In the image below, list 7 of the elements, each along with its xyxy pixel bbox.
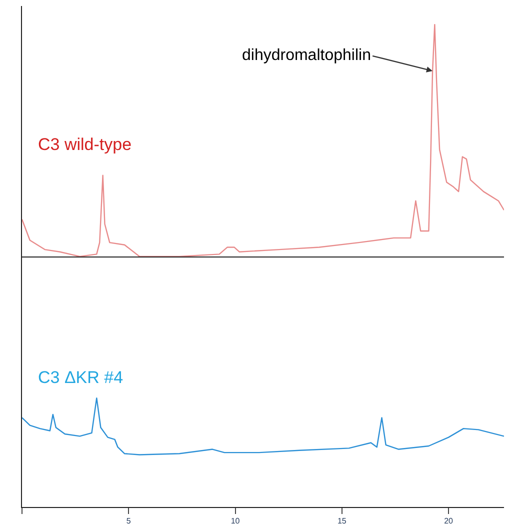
x-tick-label: 15	[337, 516, 347, 526]
series-label: C3 ΔKR #4	[38, 368, 124, 387]
x-tick-label: 5	[126, 516, 132, 526]
text: C3 wild-type	[38, 135, 132, 154]
annotation: dihydromaltophilin	[242, 47, 371, 64]
x-tick-label: 10	[230, 516, 240, 526]
x-tick-label: 20	[444, 516, 454, 526]
